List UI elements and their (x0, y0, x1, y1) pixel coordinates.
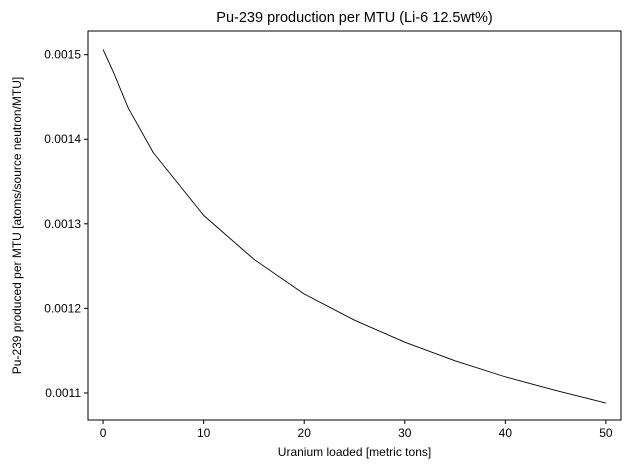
y-axis-ticks: 0.0011 0.0012 0.0013 0.0014 0.0015 (44, 48, 88, 400)
x-axis-ticks: 0 10 20 30 40 50 (100, 420, 613, 440)
y-tick-label: 0.0011 (45, 386, 81, 400)
x-tick-label: 50 (599, 426, 613, 440)
x-tick-label: 0 (100, 426, 107, 440)
x-tick-label: 10 (197, 426, 211, 440)
x-axis-label: Uranium loaded [metric tons] (278, 445, 431, 459)
plot-area (88, 31, 621, 420)
y-tick-label: 0.0013 (44, 217, 81, 231)
y-tick-label: 0.0014 (44, 132, 81, 146)
plot-frame (87, 30, 622, 421)
y-axis-label: Pu-239 produced per MTU [atoms/source ne… (10, 77, 24, 374)
chart-title: Pu-239 production per MTU (Li-6 12.5wt%) (216, 10, 492, 26)
series-line (102, 49, 607, 404)
x-tick-label: 40 (499, 426, 513, 440)
y-tick-label: 0.0015 (44, 48, 81, 62)
series-layer (102, 49, 607, 404)
x-tick-label: 20 (298, 426, 312, 440)
x-tick-label: 30 (398, 426, 412, 440)
y-tick-label: 0.0012 (44, 301, 81, 315)
